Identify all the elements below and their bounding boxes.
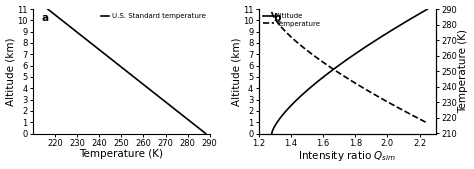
X-axis label: Intensity ratio $Q_{sim}$: Intensity ratio $Q_{sim}$ [298,149,396,163]
Altitude [325,73,330,75]
Y-axis label: Altitude (km): Altitude (km) [231,37,241,105]
Altitude [425,8,430,10]
Y-axis label: Temperature (K): Temperature (K) [458,29,468,113]
Temperature [324,64,329,66]
Temperature [344,77,350,79]
X-axis label: Temperature (K): Temperature (K) [79,149,164,159]
Text: b: b [273,13,281,23]
Legend: U.S. Standard temperature: U.S. Standard temperature [100,13,206,20]
Legend: Altitude, Temperature: Altitude, Temperature [263,13,321,27]
Altitude [324,73,329,75]
Text: a: a [42,13,49,23]
Altitude [344,58,350,61]
Altitude [269,132,274,135]
Altitude [419,11,425,13]
Altitude [387,30,392,32]
Line: Temperature: Temperature [272,12,428,123]
Temperature [387,102,392,104]
Temperature [425,122,430,124]
Altitude [335,65,340,67]
Temperature [419,119,425,122]
Y-axis label: Altitude (km): Altitude (km) [6,37,16,105]
Temperature [335,71,340,73]
Temperature [325,64,330,66]
Temperature [269,11,274,13]
Line: Altitude: Altitude [272,9,428,134]
